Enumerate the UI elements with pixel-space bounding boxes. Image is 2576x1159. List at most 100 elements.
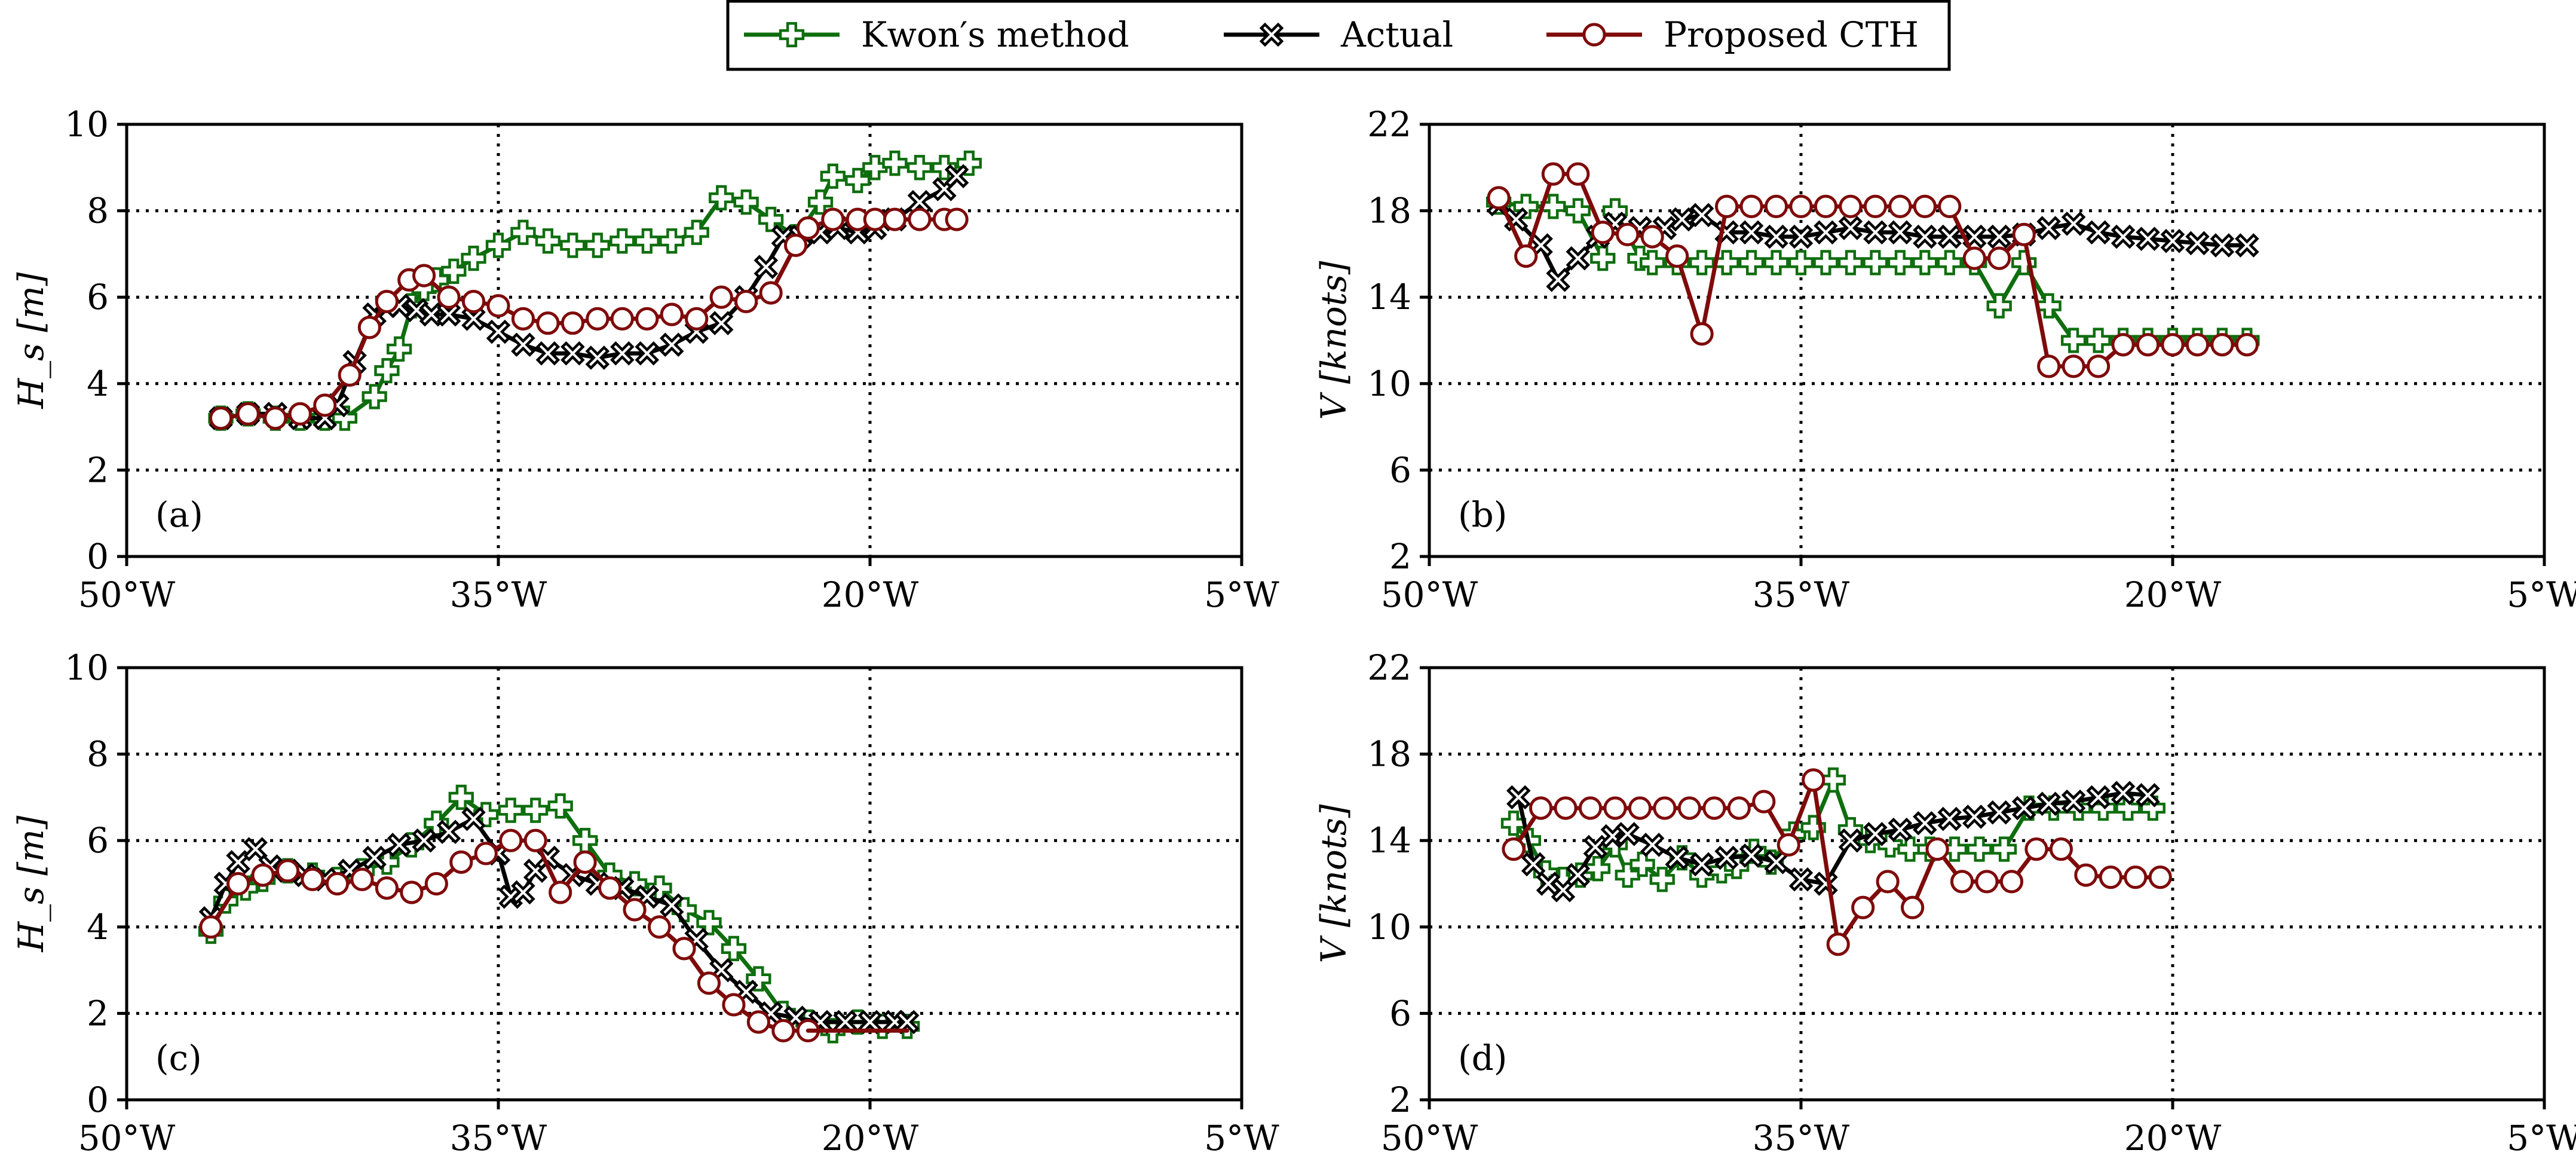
data-point bbox=[1500, 811, 1527, 836]
data-point bbox=[2011, 796, 2036, 821]
y-tick-label: 10 bbox=[1367, 907, 1411, 947]
data-point bbox=[1554, 796, 1578, 820]
data-point bbox=[2074, 863, 2098, 887]
data-point bbox=[1629, 851, 1655, 877]
data-point bbox=[2087, 354, 2111, 378]
data-point bbox=[1789, 194, 1813, 218]
data-point bbox=[733, 189, 759, 215]
data-point bbox=[2235, 233, 2259, 258]
data-point bbox=[1962, 246, 1986, 270]
y-tick-label: 18 bbox=[1367, 191, 1411, 231]
data-point bbox=[2210, 233, 2235, 258]
data-point bbox=[251, 863, 275, 887]
data-point bbox=[1590, 245, 1616, 271]
data-point bbox=[1888, 220, 1913, 245]
data-point bbox=[1987, 246, 2011, 270]
data-point bbox=[1814, 194, 1838, 218]
y-tick-label: 22 bbox=[1367, 647, 1411, 688]
data-point bbox=[610, 341, 635, 366]
data-point bbox=[357, 316, 381, 340]
y-tick-label: 6 bbox=[1389, 449, 1411, 490]
data-point bbox=[1541, 162, 1565, 186]
data-point bbox=[1967, 836, 1992, 862]
data-point bbox=[424, 871, 448, 896]
y-tick-label: 14 bbox=[1367, 820, 1411, 861]
data-point bbox=[2136, 783, 2160, 808]
data-point bbox=[441, 258, 467, 284]
data-point bbox=[585, 345, 610, 370]
data-point bbox=[1764, 224, 1788, 249]
panel-label: (a) bbox=[155, 494, 203, 535]
data-point bbox=[1714, 845, 1739, 870]
data-point bbox=[1814, 220, 1838, 245]
y-tick-label: 2 bbox=[1389, 536, 1411, 577]
data-point bbox=[1813, 250, 1839, 276]
data-point bbox=[2111, 781, 2136, 805]
data-point bbox=[362, 845, 387, 870]
x-tick-label: 5°W bbox=[1204, 1118, 1279, 1158]
y-tick-label: 10 bbox=[65, 647, 109, 688]
y-tick-label: 14 bbox=[1367, 277, 1411, 317]
data-point bbox=[264, 406, 287, 430]
data-point bbox=[833, 1010, 857, 1035]
data-point bbox=[375, 876, 399, 900]
data-point bbox=[2024, 837, 2048, 861]
series bbox=[198, 784, 920, 1044]
data-point bbox=[486, 294, 510, 318]
data-point bbox=[386, 336, 412, 362]
data-point bbox=[449, 850, 473, 874]
data-point bbox=[325, 871, 350, 896]
data-point bbox=[560, 341, 585, 366]
data-point bbox=[1565, 198, 1591, 224]
data-point bbox=[1938, 194, 1962, 218]
data-point bbox=[535, 228, 561, 254]
data-point bbox=[771, 1019, 795, 1042]
y-tick-label: 2 bbox=[87, 449, 109, 490]
data-point bbox=[350, 867, 374, 891]
legend-item: Actual bbox=[1224, 14, 1453, 55]
y-axis-label: V [knots] bbox=[1313, 804, 1354, 963]
y-axis-label: V [knots] bbox=[1313, 261, 1354, 420]
data-point bbox=[1739, 194, 1763, 218]
data-point bbox=[2136, 333, 2160, 357]
data-point bbox=[1653, 796, 1677, 820]
data-point bbox=[1546, 267, 1570, 292]
data-point bbox=[511, 307, 535, 331]
data-point bbox=[2099, 866, 2122, 889]
x-tick-label: 20°W bbox=[822, 574, 919, 615]
data-point bbox=[2061, 212, 2086, 236]
data-point bbox=[753, 255, 779, 279]
y-tick-label: 10 bbox=[1367, 363, 1411, 404]
chart-panel: 50°W 35°W 20°W 5°W 0 2 4 6 8 10 H_s [m] (a) bbox=[11, 104, 1279, 615]
data-point bbox=[1665, 845, 1689, 870]
y-tick-label: 10 bbox=[65, 104, 109, 145]
y-axis-label: H_s [m] bbox=[11, 815, 51, 952]
legend-label: Kwon′s method bbox=[861, 14, 1129, 55]
series-group bbox=[208, 150, 982, 431]
data-point bbox=[1975, 870, 1999, 894]
data-point bbox=[536, 311, 560, 335]
data-point bbox=[857, 1010, 883, 1035]
legend-marker bbox=[1582, 23, 1606, 47]
data-point bbox=[1887, 250, 1913, 276]
data-point bbox=[1566, 246, 1591, 271]
y-axis-label: H_s [m] bbox=[11, 272, 51, 409]
data-point bbox=[461, 289, 486, 314]
data-point bbox=[722, 993, 746, 1017]
data-point bbox=[1837, 250, 1864, 276]
data-point bbox=[1615, 862, 1640, 888]
data-point bbox=[1888, 194, 1912, 218]
legend-marker bbox=[1259, 22, 1284, 47]
series-group bbox=[1500, 767, 2172, 956]
data-point bbox=[623, 898, 647, 922]
x-tick-label: 20°W bbox=[822, 1118, 919, 1158]
data-point bbox=[709, 311, 734, 335]
data-point bbox=[1863, 250, 1888, 276]
data-point bbox=[436, 819, 461, 845]
data-point bbox=[461, 245, 486, 271]
data-point bbox=[1763, 250, 1789, 276]
y-tick-label: 6 bbox=[87, 277, 109, 317]
data-point bbox=[498, 797, 523, 823]
data-point bbox=[2036, 216, 2061, 240]
data-point bbox=[2210, 333, 2234, 357]
